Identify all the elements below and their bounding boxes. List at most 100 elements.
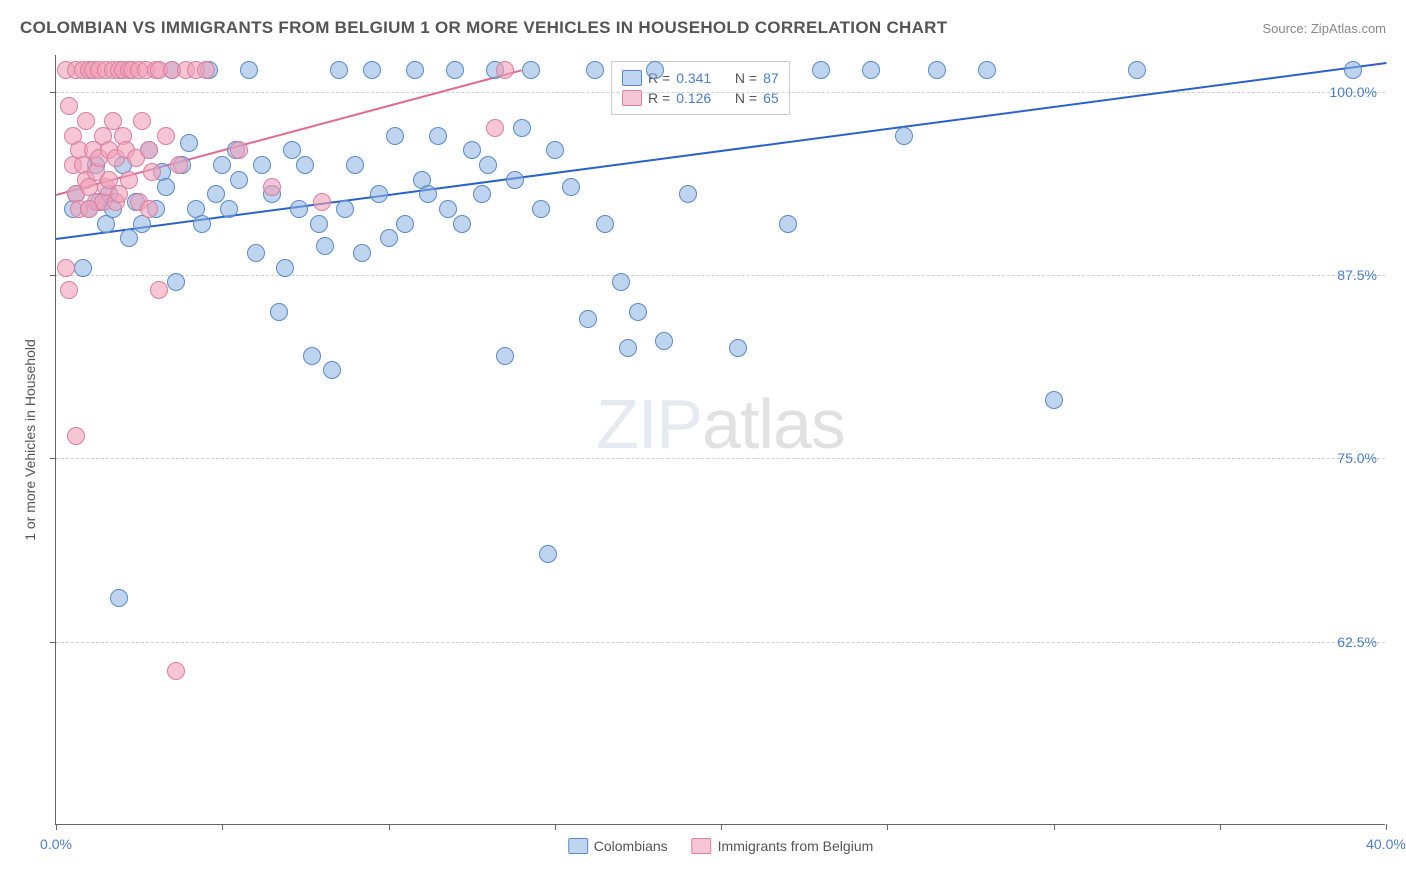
chart-source: Source: ZipAtlas.com: [1262, 21, 1386, 36]
scatter-point: [290, 200, 308, 218]
scatter-point: [167, 273, 185, 291]
scatter-point: [296, 156, 314, 174]
scatter-point: [167, 662, 185, 680]
scatter-point: [150, 281, 168, 299]
y-tick-label: 100.0%: [1330, 84, 1377, 100]
scatter-point: [80, 200, 98, 218]
scatter-point: [380, 229, 398, 247]
scatter-point: [439, 200, 457, 218]
scatter-point: [1128, 61, 1146, 79]
plot-area: ZIPatlas R = 0.341 N = 87R = 0.126 N = 6…: [55, 55, 1385, 825]
scatter-point: [928, 61, 946, 79]
scatter-point: [220, 200, 238, 218]
x-tick-mark-minor: [887, 824, 888, 830]
scatter-point: [230, 141, 248, 159]
scatter-point: [895, 127, 913, 145]
x-tick-label: 40.0%: [1366, 836, 1406, 852]
scatter-point: [336, 200, 354, 218]
y-axis-label: 1 or more Vehicles in Household: [22, 339, 38, 541]
scatter-point: [479, 156, 497, 174]
y-tick-mark: [50, 275, 56, 276]
scatter-point: [386, 127, 404, 145]
scatter-point: [157, 178, 175, 196]
scatter-point: [453, 215, 471, 233]
x-tick-mark: [1386, 824, 1387, 830]
scatter-point: [496, 347, 514, 365]
scatter-point: [370, 185, 388, 203]
x-tick-mark-minor: [721, 824, 722, 830]
stats-legend-box: R = 0.341 N = 87R = 0.126 N = 65: [611, 61, 790, 115]
scatter-point: [77, 112, 95, 130]
scatter-point: [396, 215, 414, 233]
scatter-point: [546, 141, 564, 159]
scatter-point: [270, 303, 288, 321]
scatter-point: [496, 61, 514, 79]
scatter-point: [655, 332, 673, 350]
x-tick-mark-minor: [389, 824, 390, 830]
grid-line: [56, 92, 1385, 93]
x-tick-mark-minor: [1054, 824, 1055, 830]
scatter-point: [646, 61, 664, 79]
scatter-point: [419, 185, 437, 203]
scatter-point: [110, 589, 128, 607]
scatter-point: [506, 171, 524, 189]
n-value: 87: [763, 70, 779, 86]
x-tick-mark-minor: [1220, 824, 1221, 830]
y-tick-label: 62.5%: [1337, 634, 1377, 650]
scatter-point: [120, 229, 138, 247]
watermark-zip: ZIP: [596, 385, 702, 463]
scatter-point: [812, 61, 830, 79]
scatter-point: [303, 347, 321, 365]
grid-line: [56, 458, 1385, 459]
watermark-atlas: atlas: [702, 385, 845, 463]
scatter-point: [57, 259, 75, 277]
scatter-point: [213, 156, 231, 174]
scatter-point: [1344, 61, 1362, 79]
scatter-point: [522, 61, 540, 79]
scatter-point: [586, 61, 604, 79]
scatter-point: [180, 134, 198, 152]
chart-title: COLOMBIAN VS IMMIGRANTS FROM BELGIUM 1 O…: [20, 18, 947, 38]
scatter-point: [513, 119, 531, 137]
scatter-point: [170, 156, 188, 174]
y-tick-label: 87.5%: [1337, 267, 1377, 283]
y-tick-mark: [50, 642, 56, 643]
scatter-point: [323, 361, 341, 379]
scatter-point: [133, 112, 151, 130]
scatter-point: [729, 339, 747, 357]
r-value: 0.341: [676, 70, 711, 86]
legend-label: Colombians: [594, 838, 668, 854]
scatter-point: [263, 178, 281, 196]
scatter-point: [463, 141, 481, 159]
scatter-point: [363, 61, 381, 79]
legend-swatch: [622, 70, 642, 86]
x-tick-mark-minor: [555, 824, 556, 830]
n-label: N =: [735, 70, 757, 86]
scatter-point: [346, 156, 364, 174]
grid-line: [56, 275, 1385, 276]
scatter-point: [67, 427, 85, 445]
scatter-point: [473, 185, 491, 203]
x-tick-mark: [56, 824, 57, 830]
scatter-point: [316, 237, 334, 255]
bottom-legend: ColombiansImmigrants from Belgium: [568, 838, 874, 854]
scatter-point: [596, 215, 614, 233]
scatter-point: [207, 185, 225, 203]
scatter-point: [612, 273, 630, 291]
scatter-point: [140, 141, 158, 159]
bottom-legend-item: Colombians: [568, 838, 668, 854]
scatter-point: [446, 61, 464, 79]
scatter-point: [193, 215, 211, 233]
scatter-point: [429, 127, 447, 145]
legend-swatch: [692, 838, 712, 854]
scatter-point: [120, 171, 138, 189]
scatter-point: [353, 244, 371, 262]
scatter-point: [862, 61, 880, 79]
scatter-point: [157, 127, 175, 145]
scatter-point: [619, 339, 637, 357]
scatter-point: [779, 215, 797, 233]
scatter-point: [1045, 391, 1063, 409]
scatter-point: [978, 61, 996, 79]
x-tick-mark-minor: [222, 824, 223, 830]
scatter-point: [679, 185, 697, 203]
